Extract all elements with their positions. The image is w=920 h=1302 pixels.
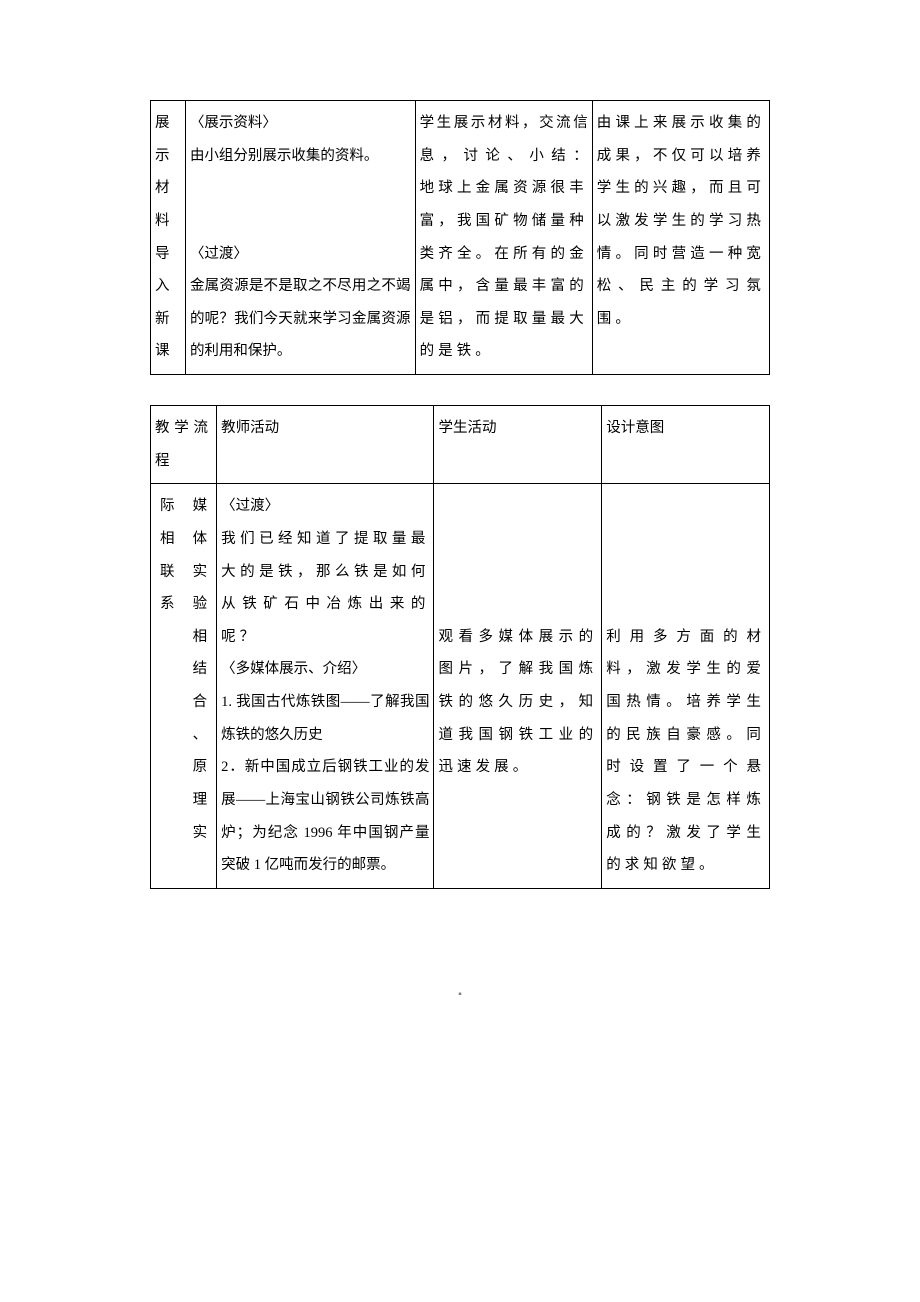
t2-teacher-p2-body2: 2．新中国成立后钢铁工业的发展——上海宝山钢铁公司炼铁高炉；为纪念 1996 年… <box>221 759 429 873</box>
vchar: 材 <box>155 172 181 205</box>
vchar: 展 <box>155 107 181 140</box>
vchar: 媒 <box>193 490 208 523</box>
t2-h4: 设计意图 <box>602 406 770 484</box>
t1-teacher-p1-body: 由小组分别展示收集的资料。 <box>190 148 379 164</box>
table-1: 展 示 材 料 导 入 新 课 〈展示资料〉 由小组分别展示收集的资料。 〈过渡… <box>150 100 770 375</box>
t1-intent-text: 由课上来展示收集的成果，不仅可以培养学生的兴趣，而且可以激发学生的学习热情。同时… <box>597 115 765 327</box>
vchar: 新 <box>155 303 181 336</box>
vchar: 结 <box>193 653 208 686</box>
vchar: 体 <box>193 523 208 556</box>
vchar: 实 <box>193 817 208 850</box>
t2-teacher-p2-title: 〈多媒体展示、介绍〉 <box>221 661 366 677</box>
vchar: 课 <box>155 335 181 368</box>
vchar: 相 <box>160 523 175 556</box>
table-row: 教学流程 教师活动 学生活动 设计意图 <box>151 406 770 484</box>
vchar: 系 <box>160 588 175 621</box>
t2-teacher-p1-body: 我们已经知道了提取量最大的是铁，那么铁是如何从铁矿石中冶炼出来的呢？ <box>221 531 429 645</box>
vchar: 原 <box>193 751 208 784</box>
t1-intent-cell: 由课上来展示收集的成果，不仅可以培养学生的兴趣，而且可以激发学生的学习热情。同时… <box>592 101 769 375</box>
vchar: 实 <box>193 556 208 589</box>
vchar: 合 <box>193 686 208 719</box>
table-row: 展 示 材 料 导 入 新 课 〈展示资料〉 由小组分别展示收集的资料。 〈过渡… <box>151 101 770 375</box>
t1-student-cell: 学生展示材料，交流信息，讨论、小结： 地球上金属资源很丰富，我国矿物储量种类齐全… <box>415 101 592 375</box>
t2-h1-text: 教学流程 <box>155 420 212 469</box>
t2-col1a-cell: 际 相 联 系 <box>151 484 184 889</box>
vchar: 入 <box>155 270 181 303</box>
vchar: 、 <box>193 719 208 752</box>
t1-label-cell: 展 示 材 料 导 入 新 课 <box>151 101 186 375</box>
table-row: 际 相 联 系 媒 体 实 验 相 结 合 、 原 理 <box>151 484 770 889</box>
vchar: 理 <box>193 784 208 817</box>
t2-teacher-p2-body1: 1. 我国古代炼铁图——了解我国炼铁的悠久历史 <box>221 694 429 743</box>
vchar: 示 <box>155 140 181 173</box>
t2-intent-cell: 利用多方面的材料，激发学生的爱国热情。培养学生的民族自豪感。同时设置了一个悬念：… <box>602 484 770 889</box>
footer-dot: ▪ <box>0 989 920 1000</box>
t2-col1b-cell: 媒 体 实 验 相 结 合 、 原 理 实 <box>184 484 217 889</box>
t1-teacher-cell: 〈展示资料〉 由小组分别展示收集的资料。 〈过渡〉 金属资源是不是取之不尽用之不… <box>185 101 415 375</box>
t2-student-cell: 观看多媒体展示的图片，了解我国炼铁的悠久历史，知道我国钢铁工业的迅速发展。 <box>434 484 602 889</box>
t1-teacher-p1-title: 〈展示资料〉 <box>190 115 277 131</box>
table-2: 教学流程 教师活动 学生活动 设计意图 际 相 联 系 媒 体 实 验 <box>150 405 770 889</box>
t2-intent-text: 利用多方面的材料，激发学生的爱国热情。培养学生的民族自豪感。同时设置了一个悬念：… <box>606 629 765 873</box>
t2-h3: 学生活动 <box>434 406 602 484</box>
vchar: 导 <box>155 238 181 271</box>
t1-teacher-p2-body: 金属资源是不是取之不尽用之不竭的呢？我们今天就来学习金属资源的利用和保护。 <box>190 278 411 359</box>
vchar: 际 <box>160 490 175 523</box>
vchar: 验 <box>193 588 208 621</box>
t1-student-p1: 学生展示材料，交流信息，讨论、小结： <box>420 115 588 164</box>
t2-h1: 教学流程 <box>151 406 217 484</box>
t2-teacher-cell: 〈过渡〉 我们已经知道了提取量最大的是铁，那么铁是如何从铁矿石中冶炼出来的呢？ … <box>217 484 434 889</box>
t2-teacher-p1-title: 〈过渡〉 <box>221 498 279 514</box>
page-container: 展 示 材 料 导 入 新 课 〈展示资料〉 由小组分别展示收集的资料。 〈过渡… <box>0 0 920 979</box>
t2-student-text: 观看多媒体展示的图片，了解我国炼铁的悠久历史，知道我国钢铁工业的迅速发展。 <box>438 629 597 776</box>
t1-teacher-p2-title: 〈过渡〉 <box>190 246 248 262</box>
vchar: 联 <box>160 556 175 589</box>
vchar: 相 <box>193 621 208 654</box>
vchar: 料 <box>155 205 181 238</box>
t2-h2: 教师活动 <box>217 406 434 484</box>
